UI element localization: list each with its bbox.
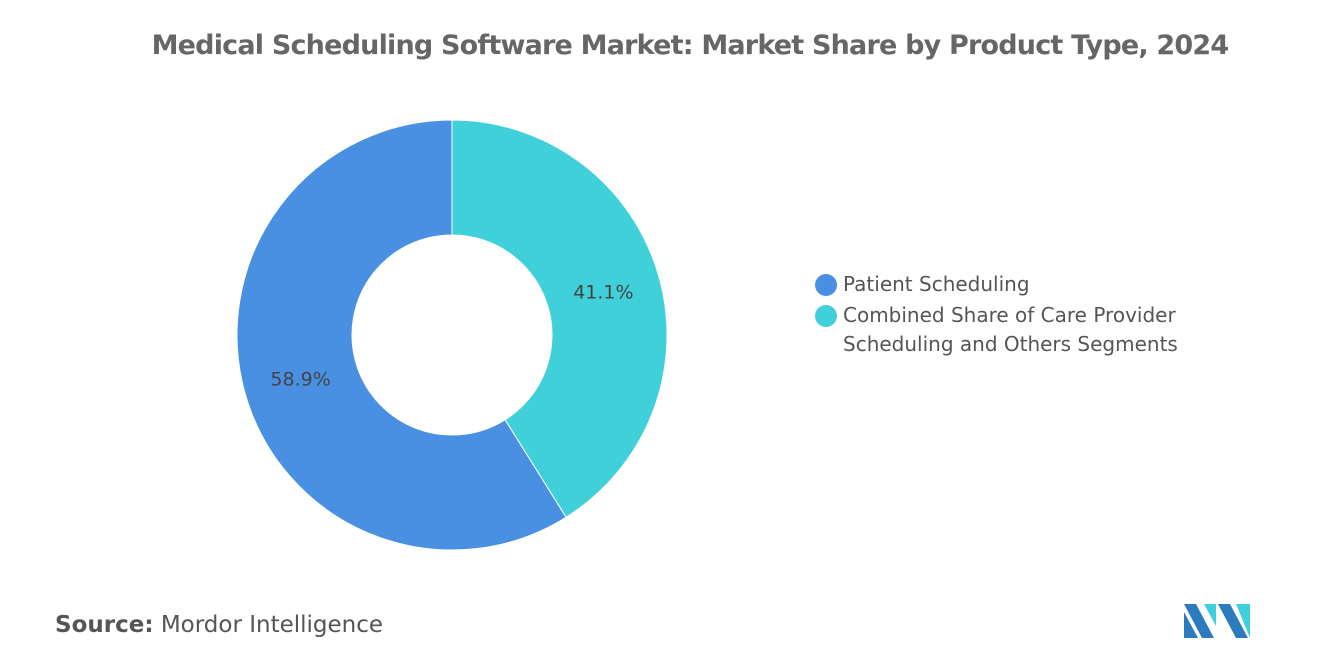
legend-item-combined-share: Combined Share of Care Provider Scheduli… [815, 301, 1193, 359]
legend-item-patient-scheduling: Patient Scheduling [815, 270, 1193, 299]
source-label: Source: [55, 612, 154, 638]
legend-swatch [815, 305, 837, 327]
legend-swatch [815, 274, 837, 296]
slice-1 [236, 119, 567, 551]
data-label-0: 41.1% [573, 282, 633, 304]
legend: Patient Scheduling Combined Share of Car… [815, 270, 1193, 361]
source: Source: Mordor Intelligence [55, 612, 383, 638]
source-value: Mordor Intelligence [160, 612, 384, 638]
legend-label: Combined Share of Care Provider Scheduli… [843, 303, 1178, 356]
slice-0 [451, 119, 668, 518]
legend-label: Patient Scheduling [843, 272, 1030, 296]
mordor-intelligence-logo [1184, 604, 1250, 638]
data-label-1: 58.9% [270, 368, 330, 390]
chart-title: Medical Scheduling Software Market: Mark… [151, 30, 1230, 61]
